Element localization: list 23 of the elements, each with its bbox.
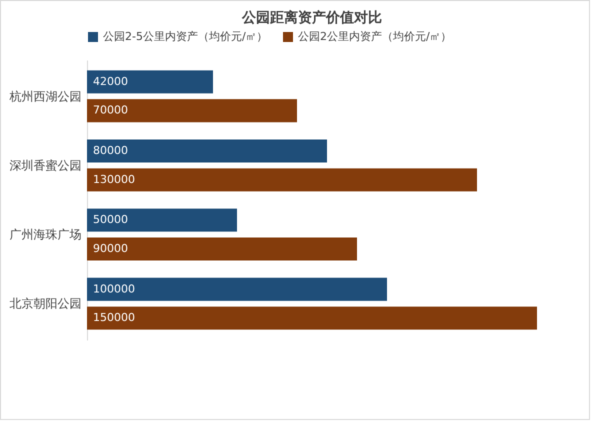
legend-label: 公园2-5公里内资产（均价元/㎡） [103,30,268,43]
data-label: 50000 [93,213,128,226]
data-label: 130000 [93,172,135,186]
bar [87,306,537,330]
bar [87,237,357,260]
bar [87,99,297,122]
bar [87,168,477,192]
bar [87,70,213,94]
y-tick-label: 北京朝阳公园 [10,296,82,311]
data-label: 70000 [93,104,128,117]
legend-label: 公园2公里内资产（均价元/㎡） [298,30,452,43]
bar [87,140,327,163]
bar [87,208,237,232]
data-label: 42000 [93,74,128,88]
data-label: 100000 [93,282,135,296]
y-tick-label: 深圳香蜜公园 [10,158,82,172]
y-tick-label: 杭州西湖公园 [8,89,82,104]
chart-title: 公园距离资产价值对比 [241,9,382,26]
bar [87,278,387,301]
y-tick-label: 广州海珠广场 [10,228,82,242]
data-label: 150000 [93,311,135,324]
data-label: 90000 [93,242,128,255]
data-label: 80000 [93,144,128,158]
